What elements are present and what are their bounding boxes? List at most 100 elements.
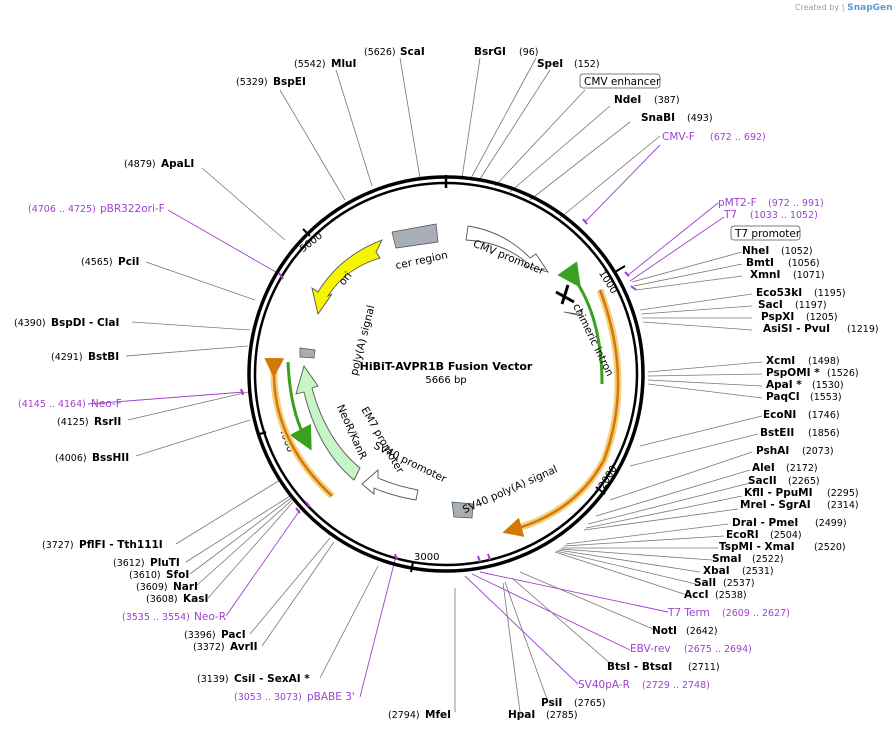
- enzyme-pos: (2073): [802, 446, 834, 457]
- enzyme-name: PflFI - Tth111I: [79, 539, 163, 551]
- primer-name: pBABE 3': [307, 691, 355, 703]
- enzyme-name: SpeI: [537, 58, 563, 70]
- enzyme-pos: (2642): [686, 626, 718, 637]
- enzyme-name: RsrII: [94, 416, 121, 428]
- sv40-promoter-feature: [361, 469, 419, 501]
- enzyme-name: XcmI: [766, 355, 795, 367]
- enzyme-name: PluTI: [150, 557, 180, 569]
- cmv-promoter-feature: [465, 225, 550, 273]
- enzyme-name: ScaI: [400, 46, 425, 58]
- enzyme-pos: (3727): [42, 540, 74, 551]
- enzyme-name: AleI: [752, 462, 775, 474]
- plasmid-name: HiBiT-AVPR1B Fusion Vector: [360, 360, 533, 373]
- primer-pos: (4706 .. 4725): [28, 204, 96, 215]
- primer-name: Neo-F: [91, 398, 122, 410]
- enzyme-name: BmtI: [746, 257, 774, 269]
- primer-name: SV40pA-R: [578, 679, 630, 691]
- enzyme-name: SacII: [748, 475, 777, 487]
- enzyme-name: BstEII: [760, 427, 794, 439]
- enzyme-name: SalI: [694, 577, 716, 589]
- enzyme-name: AvrII: [230, 641, 258, 653]
- enzyme-pos: (2499): [815, 518, 847, 529]
- enzyme-name: TspMI - XmaI: [719, 541, 795, 553]
- enzyme-name: NheI: [742, 245, 769, 257]
- enzyme-pos: (3372): [193, 642, 225, 653]
- enzyme-name: ApaI *: [766, 379, 802, 391]
- enzyme-pos: (1530): [812, 380, 844, 391]
- watermark-brand: SnapGene: [847, 3, 893, 13]
- enzyme-pos: (2172): [786, 463, 818, 474]
- snapgene-logo-icon: ⟆: [841, 3, 845, 12]
- label-cmv-enhancer: CMV enhancer: [584, 76, 661, 88]
- enzyme-pos: (1195): [814, 288, 846, 299]
- enzyme-pos: (2537): [723, 578, 755, 589]
- enzyme-name: CsiI - SexAI *: [234, 673, 310, 685]
- primer-name: T7 Term: [667, 607, 710, 619]
- enzyme-name: HpaI: [508, 709, 535, 721]
- cmv-enhancer-box: [579, 73, 661, 89]
- chimeric-intron-marker: [555, 284, 575, 305]
- primer-pos: (2609 .. 2627): [722, 608, 790, 619]
- enzyme-pos: (2785): [546, 710, 578, 721]
- enzyme-name: NarI: [173, 581, 198, 593]
- t7-promoter-box: [730, 225, 801, 241]
- plasmid-length: 5666 bp: [425, 375, 466, 386]
- leader-lines: [454, 57, 763, 713]
- enzyme-pos: (2711): [688, 662, 720, 673]
- enzyme-name: NotI: [652, 625, 677, 637]
- enzyme-pos: (4565): [81, 257, 113, 268]
- enzyme-pos: (1498): [808, 356, 840, 367]
- primer-pos: (972 .. 991): [768, 198, 824, 209]
- primer-pos: (3535 .. 3554): [122, 612, 190, 623]
- enzyme-pos: (4390): [14, 318, 46, 329]
- enzyme-name: BspEI: [273, 76, 306, 88]
- primer-pos: (1033 .. 1052): [750, 210, 818, 221]
- enzyme-pos: (2504): [770, 530, 802, 541]
- primer-name: T7: [723, 209, 737, 221]
- enzyme-name: XbaI: [703, 565, 730, 577]
- enzyme-pos: (2295): [827, 488, 859, 499]
- enzyme-pos: (3609): [136, 582, 168, 593]
- enzyme-pos: (1856): [808, 428, 840, 439]
- enzyme-pos: (387): [654, 95, 680, 106]
- enzyme-name: PspOMI *: [766, 367, 820, 379]
- primer-pos: (672 .. 692): [710, 132, 766, 143]
- enzyme-name: BspDI - ClaI: [51, 317, 119, 329]
- enzyme-pos: (1052): [781, 246, 813, 257]
- enzyme-pos: (493): [687, 113, 713, 124]
- enzyme-pos: (1219): [847, 324, 879, 335]
- enzyme-name: SfoI: [166, 569, 189, 581]
- enzyme-pos: (1056): [788, 258, 820, 269]
- enzyme-name: NdeI: [614, 94, 641, 106]
- primer-pos: (3053 .. 3073): [234, 692, 302, 703]
- enzyme-pos: (2538): [715, 590, 747, 601]
- label-t7-promoter: T7 promoter: [734, 228, 801, 240]
- orange-arrow-right: [502, 289, 620, 537]
- orange-arrow-left: [264, 357, 333, 497]
- label-sv40-polya: SV40 poly(A) signal: [461, 463, 560, 516]
- enzyme-pos: (1071): [793, 270, 825, 281]
- enzyme-pos: (2794): [388, 710, 420, 721]
- enzyme-name: PacI: [221, 629, 246, 641]
- enzyme-name: DraI - PmeI: [732, 517, 798, 529]
- enzyme-name: XmnI: [750, 269, 780, 281]
- enzyme-pos: (1526): [827, 368, 859, 379]
- enzyme-pos: (3608): [146, 594, 178, 605]
- tick-3000: 3000: [414, 552, 439, 563]
- enzyme-name: PspXI: [761, 311, 794, 323]
- enzyme-name: EcoRI: [726, 529, 759, 541]
- enzyme-name: MreI - SgrAI: [740, 499, 811, 511]
- enzyme-name: BsrGI: [474, 46, 506, 58]
- primer-labels: CMV-F (672 .. 692) pMT2-F (972 .. 991) T…: [18, 131, 824, 703]
- watermark-prefix: Created by: [795, 3, 840, 12]
- enzyme-name: MfeI: [425, 709, 451, 721]
- tick-5000: 5000: [298, 231, 325, 255]
- green-arrow-right: [557, 261, 604, 385]
- enzyme-pos: (2531): [742, 566, 774, 577]
- enzyme-pos: (4291): [51, 352, 83, 363]
- chimeric-intron-arrow: [563, 309, 583, 317]
- enzyme-name: SacI: [758, 299, 783, 311]
- enzyme-pos: (2520): [814, 542, 846, 553]
- enzyme-pos: (4006): [55, 453, 87, 464]
- enzyme-pos: (4879): [124, 159, 156, 170]
